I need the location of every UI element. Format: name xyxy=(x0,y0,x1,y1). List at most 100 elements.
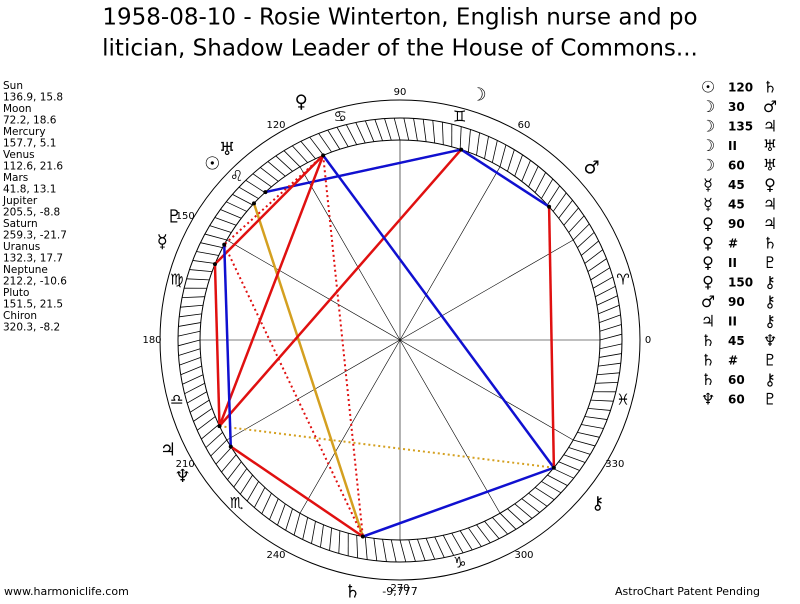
ring-hatch xyxy=(206,432,223,447)
ring-hatch xyxy=(595,382,618,383)
ring-hatch xyxy=(226,202,247,212)
ring-hatch xyxy=(559,200,573,218)
ring-hatch xyxy=(573,440,595,446)
planet-glyph: ☿ xyxy=(157,231,168,252)
ring-hatch xyxy=(260,167,278,181)
spoke xyxy=(227,340,400,440)
aspect-line xyxy=(219,426,553,468)
ring-hatch xyxy=(270,499,279,520)
aspect-planet: ⚷ xyxy=(764,273,776,292)
aspect-planet: ♀ xyxy=(702,214,714,233)
ring-hatch xyxy=(234,469,247,488)
ring-hatch xyxy=(346,125,356,145)
aspect-planet: ♄ xyxy=(701,370,715,389)
planet-coords: 151.5, 21.5 xyxy=(3,299,63,311)
ring-hatch xyxy=(210,226,232,233)
ring-hatch xyxy=(442,122,443,145)
ring-hatch xyxy=(588,408,611,410)
spoke xyxy=(400,340,500,513)
aspect-type: 45 xyxy=(728,198,745,212)
ring-hatch xyxy=(600,344,622,349)
ring-hatch xyxy=(591,268,610,280)
aspect-planet: ♆ xyxy=(701,390,715,409)
ring-hatch xyxy=(187,279,210,280)
planet-point xyxy=(213,262,217,266)
aspect-planet: ♂ xyxy=(701,292,715,311)
ring-hatch xyxy=(220,210,241,219)
aspect-type: 90 xyxy=(728,295,745,309)
ring-hatch xyxy=(426,538,435,559)
aspect-type: 45 xyxy=(728,178,745,192)
aspect-planet: ☿ xyxy=(703,175,713,194)
planet-coords: 157.7, 5.1 xyxy=(3,138,56,150)
aspect-planet: ♄ xyxy=(701,351,715,370)
planet-point xyxy=(263,190,267,194)
aspect-line xyxy=(363,468,554,537)
ring-hatch xyxy=(190,400,209,412)
ring-hatch xyxy=(179,357,200,365)
degree-label: 120 xyxy=(266,120,285,131)
ring-hatch xyxy=(577,432,599,437)
ring-hatch xyxy=(569,216,584,233)
ring-hatch xyxy=(591,400,614,401)
ring-hatch xyxy=(535,487,554,499)
ring-hatch xyxy=(485,136,489,158)
ring-hatch xyxy=(460,127,461,150)
planet-point xyxy=(217,424,221,428)
aspect-type: II xyxy=(728,315,737,329)
ring-hatch xyxy=(284,151,300,167)
ring-hatch xyxy=(573,224,589,240)
ring-hatch xyxy=(277,504,285,525)
planet-glyph: ⚷ xyxy=(591,493,604,514)
ring-hatch xyxy=(553,469,574,479)
ring-hatch xyxy=(597,373,620,375)
ring-hatch xyxy=(365,121,374,142)
ring-hatch xyxy=(423,119,426,141)
planet-point xyxy=(229,445,233,449)
ring-hatch xyxy=(553,193,566,212)
ring-hatch xyxy=(246,180,265,192)
aspect-planet: ♀ xyxy=(702,234,714,253)
ring-hatch xyxy=(394,118,400,140)
ring-hatch xyxy=(179,349,201,356)
aspect-planet: ♄ xyxy=(763,78,777,97)
ring-hatch xyxy=(179,314,201,317)
ring-hatch xyxy=(581,425,603,429)
ring-hatch xyxy=(535,172,546,192)
aspect-type: II xyxy=(728,139,737,153)
ring-hatch xyxy=(185,383,205,393)
site-link[interactable]: www.harmoniclife.com xyxy=(4,585,129,598)
aspect-type: # xyxy=(728,354,738,368)
ring-hatch xyxy=(593,277,613,288)
aspect-line xyxy=(265,150,461,192)
planet-glyph: ♀ xyxy=(295,92,308,113)
planet-name: Mercury xyxy=(3,126,46,138)
ring-hatch xyxy=(286,509,293,531)
ring-hatch xyxy=(301,141,316,158)
aspect-planet: ☽ xyxy=(701,117,715,136)
ring-hatch xyxy=(595,286,615,296)
aspect-line xyxy=(215,264,220,426)
ring-hatch xyxy=(205,234,227,240)
ring-hatch xyxy=(492,517,507,534)
planet-coords: 112.6, 21.6 xyxy=(3,161,63,173)
ring-hatch xyxy=(500,513,516,529)
degree-label: 180 xyxy=(142,335,161,346)
zodiac-sign: ♑ xyxy=(453,554,466,572)
planet-name: Uranus xyxy=(3,241,40,253)
zodiac-sign: ♊ xyxy=(453,107,466,125)
aspect-planet: ♀ xyxy=(702,253,714,272)
aspect-planet: ⚷ xyxy=(764,370,776,389)
ring-hatch xyxy=(492,140,497,162)
aspect-type: 45 xyxy=(728,334,745,348)
planet-coords: 41.8, 13.1 xyxy=(3,184,56,196)
spoke xyxy=(227,240,400,340)
ring-hatch xyxy=(383,539,387,561)
planet-coords: 136.9, 15.8 xyxy=(3,92,63,104)
ring-hatch xyxy=(253,174,272,187)
planet-name: Sun xyxy=(3,80,23,92)
ring-hatch xyxy=(328,130,340,149)
ring-hatch xyxy=(187,392,207,403)
ring-hatch xyxy=(239,187,259,198)
